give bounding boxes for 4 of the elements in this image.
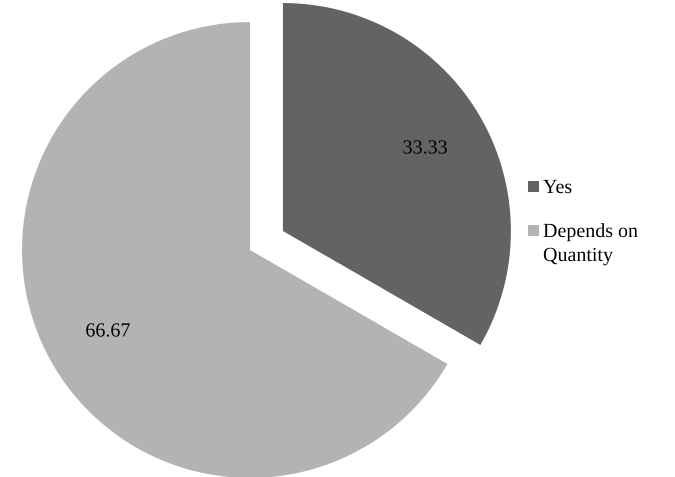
data-label: 33.33 <box>402 136 448 158</box>
legend-label: Yes <box>543 175 574 199</box>
data-label: 66.67 <box>85 320 130 342</box>
legend-label: Depends on Quantity <box>543 219 639 267</box>
